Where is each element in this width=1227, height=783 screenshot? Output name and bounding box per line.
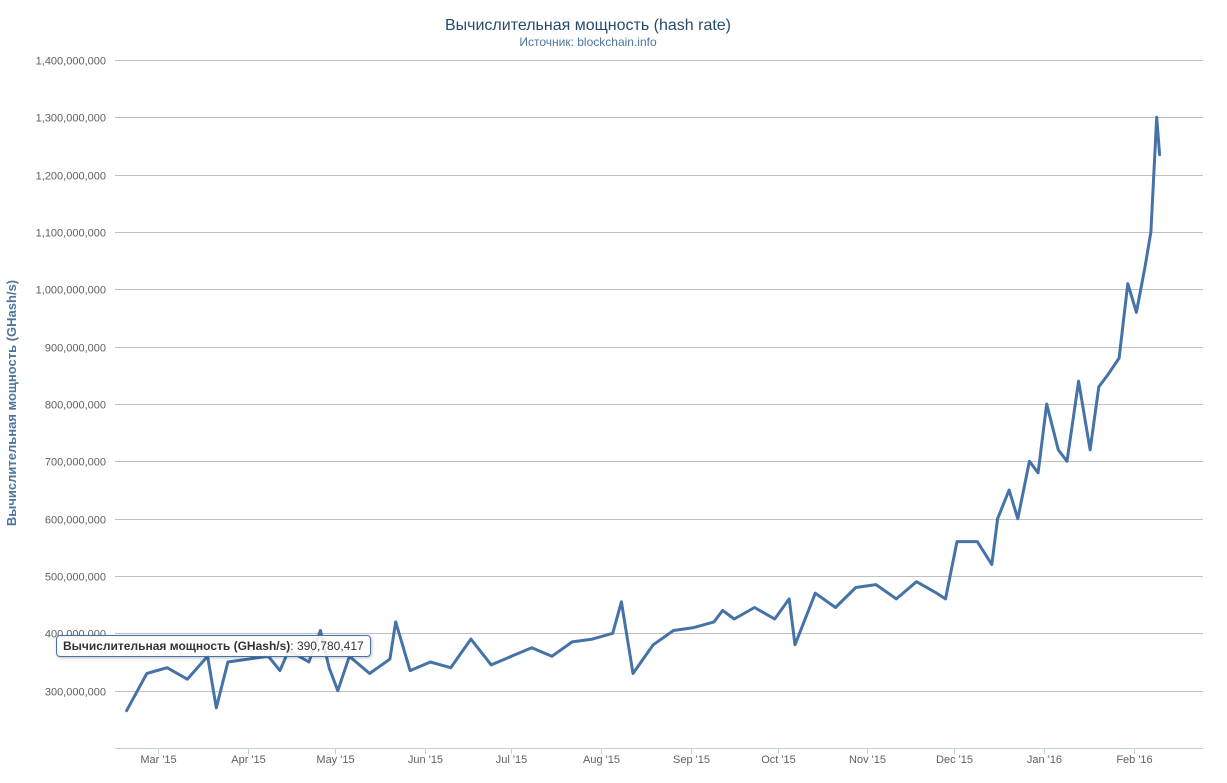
y-tick-label: 600,000,000 [45, 515, 106, 527]
y-tick-label: 1,200,000,000 [36, 171, 106, 183]
x-tick-label: Nov '15 [849, 754, 886, 766]
x-tick-label: Jun '15 [408, 754, 443, 766]
y-tick-label: 1,300,000,000 [36, 113, 106, 125]
tooltip-series-label: Вычислительная мощность (GHash/s) [63, 639, 291, 653]
x-tick-label: Apr '15 [231, 754, 266, 766]
y-tick-label: 300,000,000 [45, 687, 106, 699]
axes: 300,000,000400,000,000500,000,000600,000… [36, 56, 1203, 766]
y-tick-label: 1,100,000,000 [36, 228, 106, 240]
tooltip-value: 390,780,417 [296, 639, 364, 653]
x-tick-label: Jan '16 [1027, 754, 1062, 766]
x-tick-label: Oct '15 [761, 754, 796, 766]
x-tick-label: May '15 [316, 754, 354, 766]
x-tick-label: Aug '15 [583, 754, 620, 766]
y-tick-label: 800,000,000 [45, 400, 106, 412]
y-tick-label: 900,000,000 [45, 343, 106, 355]
x-tick-label: Dec '15 [936, 754, 973, 766]
y-tick-label: 1,400,000,000 [36, 56, 106, 68]
data-tooltip: Вычислительная мощность (GHash/s): 390,7… [56, 635, 371, 657]
y-tick-label: 700,000,000 [45, 457, 106, 469]
y-axis-label: Вычислительная мощность (GHash/s) [4, 280, 19, 526]
x-tick-label: Jul '15 [496, 754, 527, 766]
hash-rate-series-line[interactable] [125, 115, 1162, 713]
x-tick-label: Feb '16 [1116, 754, 1152, 766]
chart-title: Вычислительная мощность (hash rate) [445, 17, 731, 34]
grid-lines [115, 60, 1203, 692]
y-tick-label: 1,000,000,000 [36, 285, 106, 297]
chart-subtitle: Источник: blockchain.info [519, 35, 657, 49]
x-tick-label: Sep '15 [673, 754, 710, 766]
x-tick-label: Mar '15 [140, 754, 176, 766]
y-tick-label: 500,000,000 [45, 572, 106, 584]
